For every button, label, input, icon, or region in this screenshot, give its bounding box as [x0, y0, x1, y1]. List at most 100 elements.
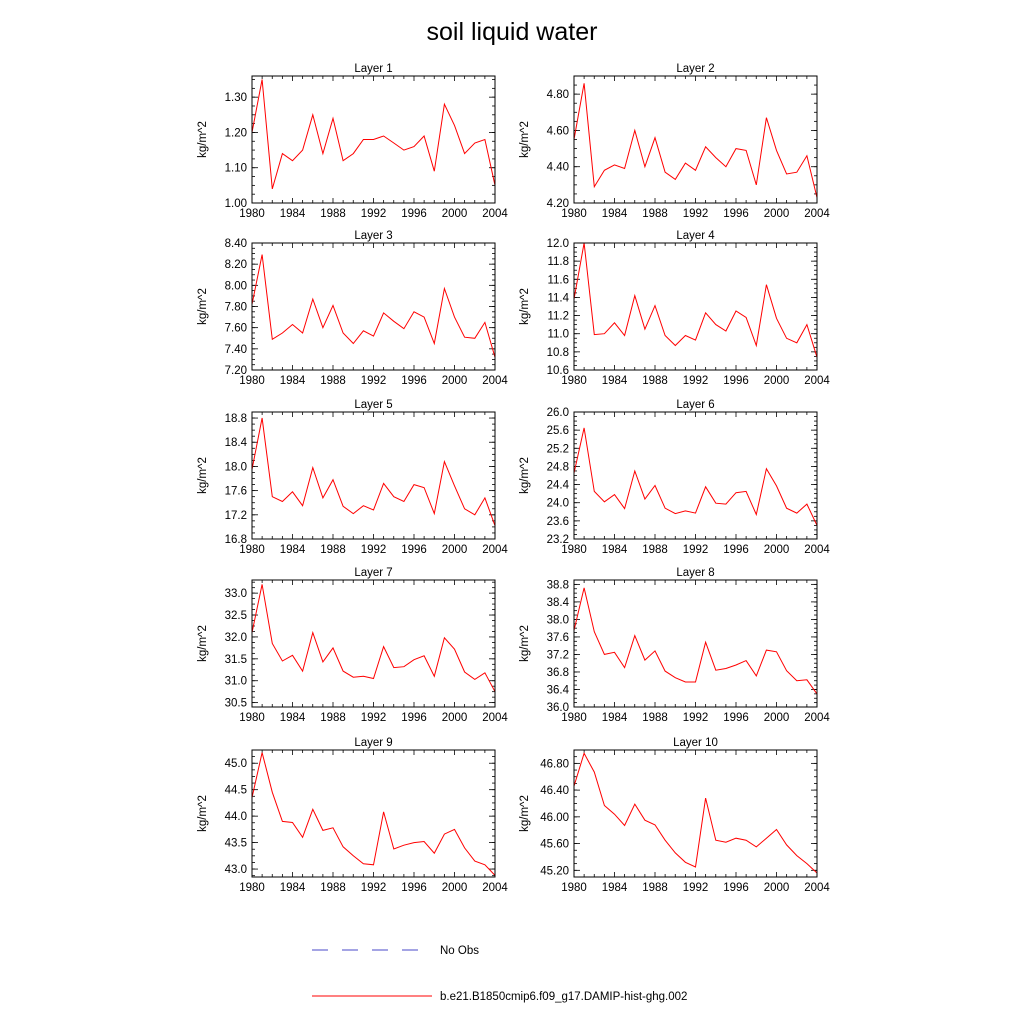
x-tick-label: 1984 [602, 882, 628, 894]
x-tick-label: 2004 [804, 882, 830, 894]
x-tick-label: 2000 [442, 544, 468, 556]
x-tick-label: 1996 [401, 544, 427, 556]
y-tick-label: 37.6 [547, 632, 569, 644]
y-tick-label: 10.6 [547, 365, 569, 377]
x-tick-label: 1984 [280, 544, 306, 556]
panel-layer-10: Layer 10 kg/m^2 1980 1984 1988 1992 1996 2000 20… [519, 737, 830, 894]
plot-frame [251, 411, 496, 540]
x-tick-label: 1996 [723, 375, 749, 387]
x-tick-label: 1984 [280, 208, 306, 220]
panel-title: Layer 3 [354, 230, 392, 242]
x-tick-label: 1992 [683, 208, 709, 220]
x-tick-label: 1980 [561, 375, 587, 387]
y-tick-label: 25.6 [547, 425, 569, 437]
series-line [251, 254, 496, 358]
y-tick-label: 26.0 [547, 407, 569, 419]
x-tick-label: 1996 [401, 208, 427, 220]
x-tick-label: 1984 [280, 882, 306, 894]
y-tick-label: 4.40 [547, 162, 569, 174]
panel-layer-9: Layer 9 kg/m^2 1980 1984 1988 1992 1996 2000 200… [197, 737, 508, 894]
x-tick-label: 2004 [804, 544, 830, 556]
y-tick-label: 11.8 [547, 256, 569, 268]
y-tick-label: 1.20 [225, 127, 247, 139]
y-tick-label: 23.6 [547, 516, 569, 528]
y-tick-label: 46.40 [540, 785, 569, 797]
y-tick-label: 30.5 [225, 698, 247, 710]
y-tick-label: 17.2 [225, 510, 247, 522]
y-tick-label: 18.4 [225, 437, 248, 449]
x-tick-label: 1980 [239, 712, 265, 724]
y-axis-label: kg/m^2 [197, 457, 209, 494]
x-tick-label: 2004 [482, 712, 508, 724]
y-tick-label: 37.2 [547, 649, 569, 661]
x-tick-label: 1980 [239, 375, 265, 387]
x-tick-label: 1980 [239, 544, 265, 556]
plot-frame [573, 579, 818, 708]
x-tick-label: 1996 [723, 544, 749, 556]
x-tick-label: 1984 [280, 375, 306, 387]
x-tick-label: 2000 [764, 375, 790, 387]
y-axis-label: kg/m^2 [197, 288, 209, 325]
x-tick-label: 1988 [642, 544, 668, 556]
series-line [251, 584, 496, 692]
legend-entry: No Obs [312, 945, 479, 957]
x-tick-label: 1992 [361, 882, 387, 894]
panel-title: Layer 1 [354, 63, 392, 75]
x-tick-label: 1980 [239, 208, 265, 220]
x-tick-label: 2004 [804, 375, 830, 387]
y-tick-label: 38.8 [547, 579, 569, 591]
figure-title: soil liquid water [427, 18, 598, 46]
x-tick-label: 1992 [683, 375, 709, 387]
x-tick-label: 1996 [723, 882, 749, 894]
x-tick-label: 2000 [442, 712, 468, 724]
series-line [251, 752, 496, 876]
x-tick-label: 2004 [804, 208, 830, 220]
y-tick-label: 31.5 [225, 654, 247, 666]
x-tick-label: 1980 [239, 882, 265, 894]
x-tick-label: 1980 [561, 544, 587, 556]
y-tick-label: 24.4 [547, 480, 570, 492]
y-tick-label: 8.00 [225, 280, 247, 292]
y-tick-label: 25.2 [547, 443, 569, 455]
series-line [573, 587, 818, 695]
y-tick-label: 24.8 [547, 461, 569, 473]
series-line [573, 427, 818, 526]
plot-frame [573, 411, 818, 540]
y-tick-label: 8.40 [225, 238, 247, 250]
panel-layer-4: Layer 4 kg/m^2 1980 1984 1988 1992 1996 2000 200… [519, 230, 830, 387]
panel-layer-1: Layer 1 kg/m^2 1980 1984 1988 1992 1996 2000 200… [197, 63, 508, 220]
y-tick-label: 43.5 [225, 838, 247, 850]
y-tick-label: 36.0 [547, 702, 569, 714]
y-tick-label: 8.20 [225, 259, 247, 271]
x-tick-label: 1984 [602, 375, 628, 387]
y-axis-label: kg/m^2 [519, 625, 531, 662]
y-tick-label: 4.20 [547, 198, 569, 210]
y-tick-label: 31.0 [225, 676, 247, 688]
y-tick-label: 45.60 [540, 839, 569, 851]
series-line [573, 83, 818, 198]
series-line [251, 417, 496, 526]
y-tick-label: 36.8 [547, 667, 569, 679]
x-tick-label: 2000 [764, 882, 790, 894]
x-tick-label: 1996 [401, 882, 427, 894]
y-tick-label: 4.80 [547, 89, 569, 101]
x-tick-label: 1996 [401, 712, 427, 724]
y-tick-label: 45.20 [540, 865, 569, 877]
y-tick-label: 46.80 [540, 758, 569, 770]
y-tick-label: 32.5 [225, 610, 247, 622]
y-tick-label: 11.4 [547, 292, 569, 304]
y-tick-label: 44.5 [225, 785, 247, 797]
y-axis-label: kg/m^2 [519, 288, 531, 325]
panel-title: Layer 10 [673, 737, 718, 749]
x-tick-label: 1988 [642, 712, 668, 724]
y-tick-label: 12.0 [547, 238, 569, 250]
y-tick-label: 11.6 [547, 274, 569, 286]
x-tick-label: 1980 [561, 882, 587, 894]
panel-title: Layer 4 [676, 230, 715, 242]
y-tick-label: 23.2 [547, 534, 569, 546]
x-tick-label: 2000 [442, 882, 468, 894]
series-line [573, 242, 818, 358]
y-tick-label: 7.20 [225, 365, 247, 377]
series-line [251, 79, 496, 190]
